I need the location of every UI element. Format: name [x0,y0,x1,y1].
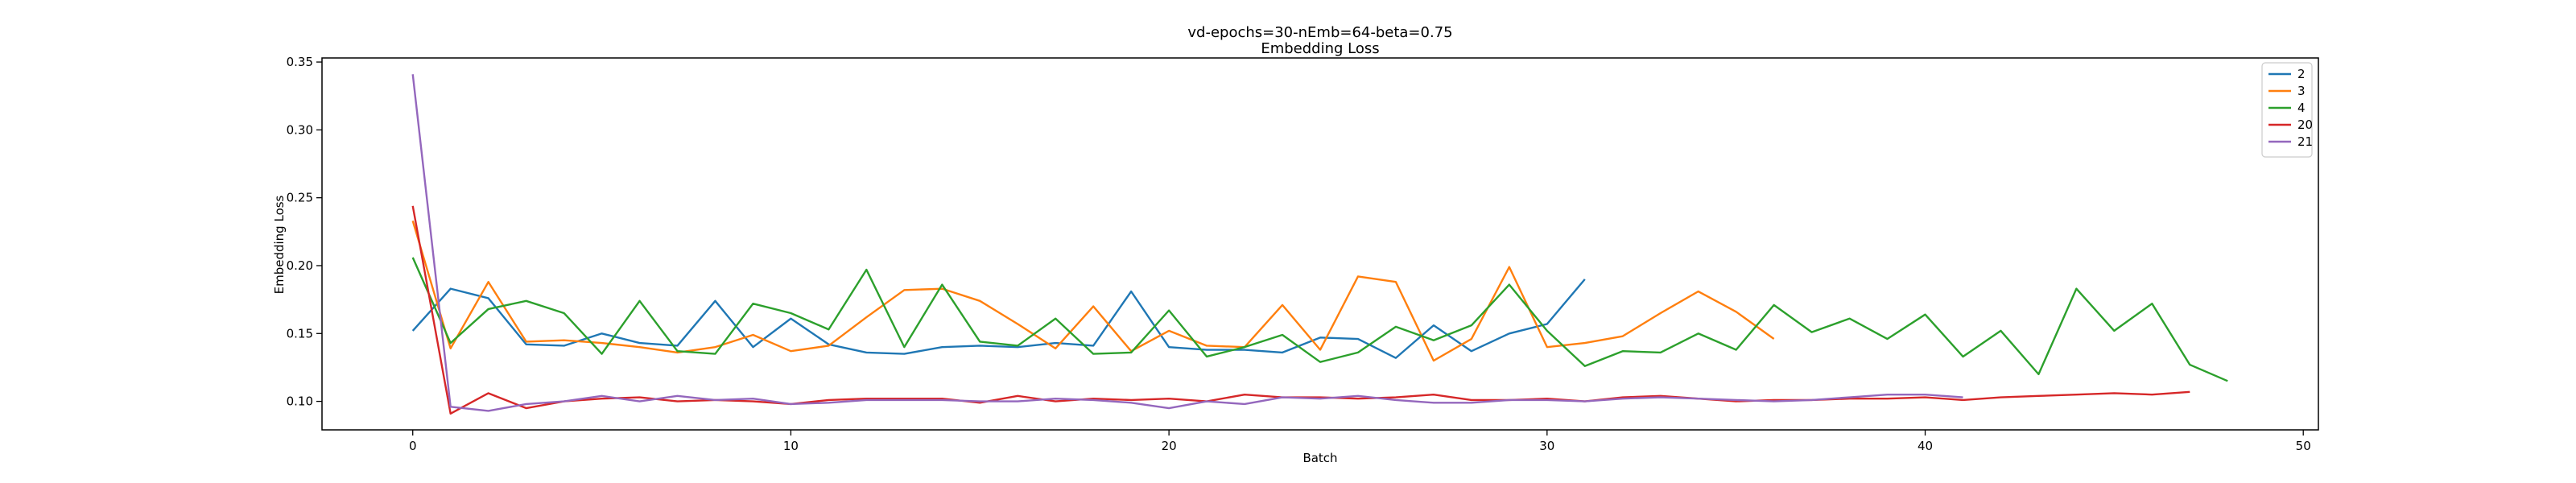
legend-label-3: 3 [2297,84,2306,98]
legend-label-2: 2 [2297,67,2306,81]
legend: 2 3 4 20 21 [2261,62,2313,158]
x-tick-label: 10 [783,439,799,453]
chart-title: vd-epochs=30-nEmb=64-beta=0.75 [1187,24,1452,41]
y-axis: 0.10 0.15 0.20 0.25 0.30 0.35 [287,55,322,409]
x-tick-label: 40 [1918,439,1933,453]
series-line-21 [411,74,1963,412]
plot-frame [321,57,2319,431]
plot-area [411,74,2228,415]
x-axis: 0 10 20 30 40 50 [409,430,2311,453]
x-tick-label: 20 [1162,439,1177,453]
legend-box [2261,62,2313,158]
x-tick-label: 50 [2296,439,2311,453]
y-tick-label: 0.15 [287,326,313,341]
y-tick-label: 0.10 [287,394,313,409]
series-line-2 [411,279,1586,359]
legend-label-21: 21 [2297,134,2313,149]
y-tick-label: 0.30 [287,122,313,137]
series-line-3 [411,220,1775,362]
y-tick-label: 0.25 [287,191,313,205]
y-tick-label: 0.20 [287,258,313,273]
legend-label-4: 4 [2297,101,2306,115]
x-tick-label: 0 [409,439,417,453]
chart-subtitle: Embedding Loss [1261,40,1379,57]
x-axis-label: Batch [1302,451,1337,465]
y-axis-label: Embedding Loss [272,195,287,294]
series-line-20 [411,205,2190,415]
series-line-4 [411,257,2228,382]
legend-label-20: 20 [2297,118,2313,132]
x-tick-label: 30 [1539,439,1554,453]
y-tick-label: 0.35 [287,55,313,69]
